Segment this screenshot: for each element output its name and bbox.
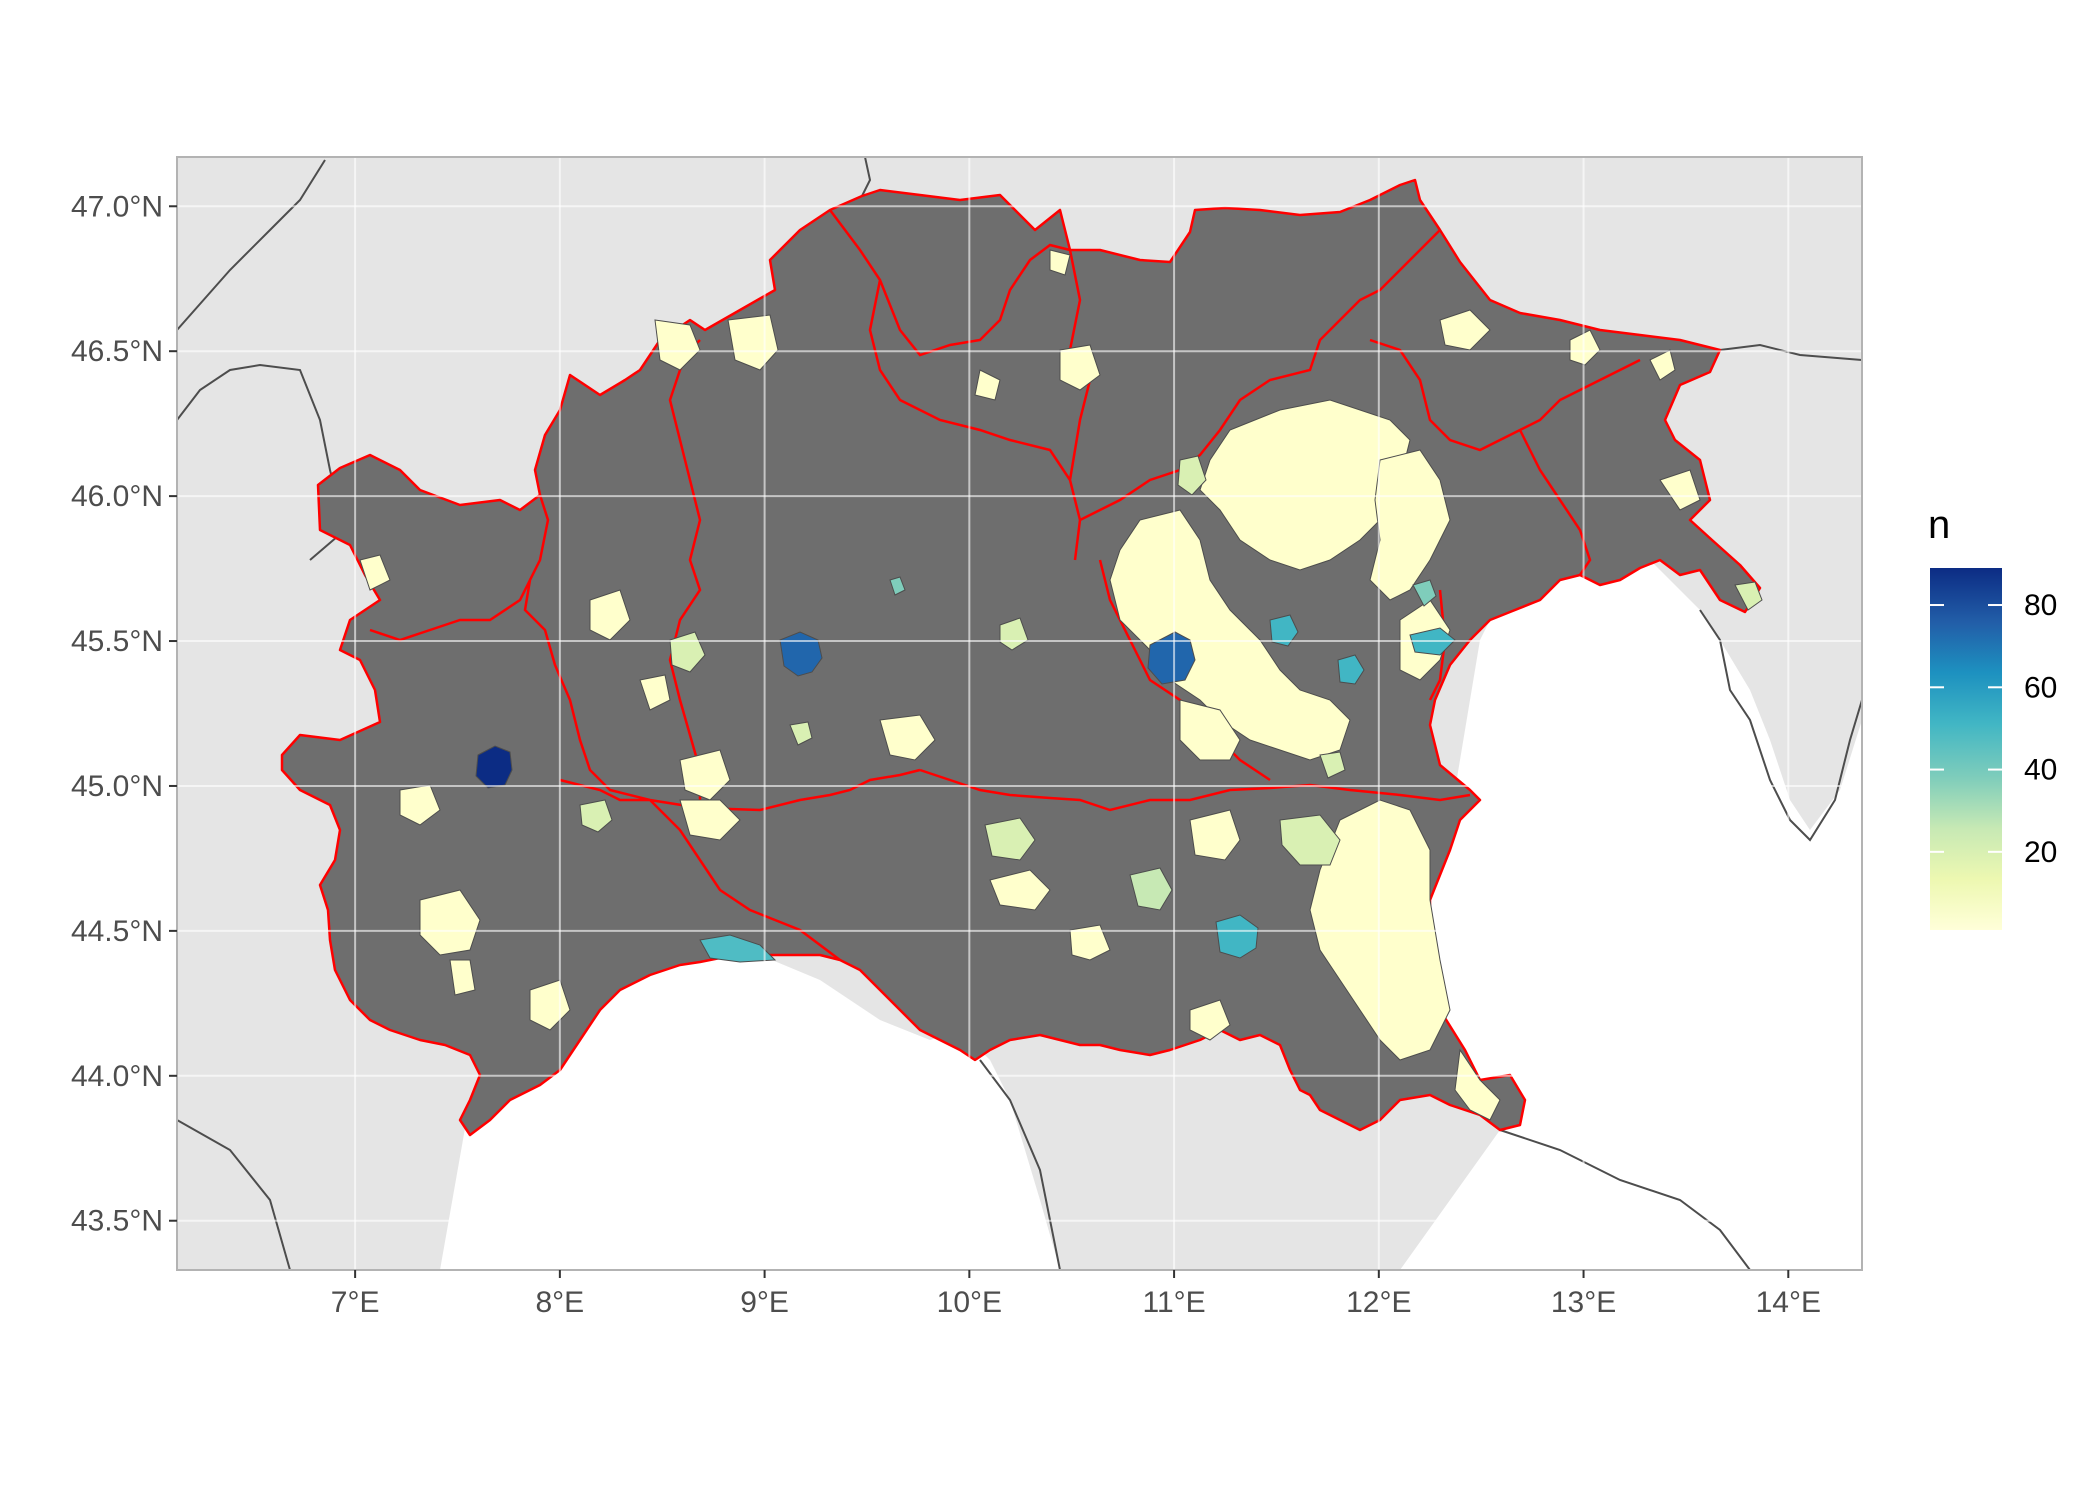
ligurian-sea: [440, 955, 1060, 1270]
legend-ticks: 20 40 60 80: [1930, 589, 2057, 869]
legend-tick-label: 20: [2024, 836, 2057, 869]
panel-border: [176, 156, 1863, 1271]
coastline-istria: [1699, 609, 1862, 842]
y-tick-label: 43.5°N: [71, 1205, 163, 1238]
milan-area: [779, 631, 823, 677]
x-tick-label: 7°E: [331, 1286, 380, 1319]
rovigo-area: [1319, 751, 1346, 779]
y-tick-label: 44.5°N: [71, 915, 163, 948]
modena-area: [1129, 867, 1173, 911]
pavia-area: [789, 721, 813, 746]
x-tick-label: 13°E: [1551, 1286, 1616, 1319]
bergamo-area: [889, 576, 906, 596]
y-tick-label: 47.0°N: [71, 190, 163, 223]
y-tick-label: 45.5°N: [71, 625, 163, 658]
y-tick-label: 46.5°N: [71, 335, 163, 368]
padua-area: [1337, 654, 1365, 685]
bologna-area: [1215, 914, 1259, 959]
turin-area: [475, 745, 513, 789]
legend-colorbar: [1930, 568, 2002, 930]
parma-area: [984, 817, 1036, 861]
legend: n 20 40 60 80: [1928, 503, 2057, 930]
treviso-area: [1412, 579, 1437, 607]
trieste-area: [1734, 581, 1763, 611]
x-tick-label: 9°E: [740, 1286, 789, 1319]
x-tick-label: 12°E: [1346, 1286, 1411, 1319]
y-tick-label: 44.0°N: [71, 1060, 163, 1093]
graticule: [177, 157, 1862, 1270]
x-tick-label: 11°E: [1142, 1286, 1205, 1319]
legend-tick-label: 60: [2024, 671, 2057, 704]
x-tick-label: 10°E: [937, 1286, 1002, 1319]
trento-area: [1177, 455, 1207, 496]
x-tick-label: 8°E: [536, 1286, 585, 1319]
ferrara-area: [1279, 814, 1341, 866]
verona-area: [1147, 631, 1196, 685]
vicenza-area: [1269, 614, 1299, 647]
legend-tick-label: 80: [2024, 589, 2057, 622]
y-tick-label: 45.0°N: [71, 770, 163, 803]
genoa-area: [699, 934, 777, 963]
y-axis: 43.5°N 44.0°N 44.5°N 45.0°N 45.5°N 46.0°N 46.5…: [71, 190, 177, 1238]
country-border-north: [859, 157, 1862, 361]
legend-title: n: [1928, 503, 1950, 547]
legend-tick-label: 40: [2024, 754, 2057, 787]
asti-area: [579, 799, 613, 833]
x-tick-label: 14°E: [1756, 1286, 1821, 1319]
x-axis: 7°E 8°E 9°E 10°E 11°E 12°E 13°E 14°E: [331, 1270, 1821, 1319]
y-tick-label: 46.0°N: [71, 480, 163, 513]
